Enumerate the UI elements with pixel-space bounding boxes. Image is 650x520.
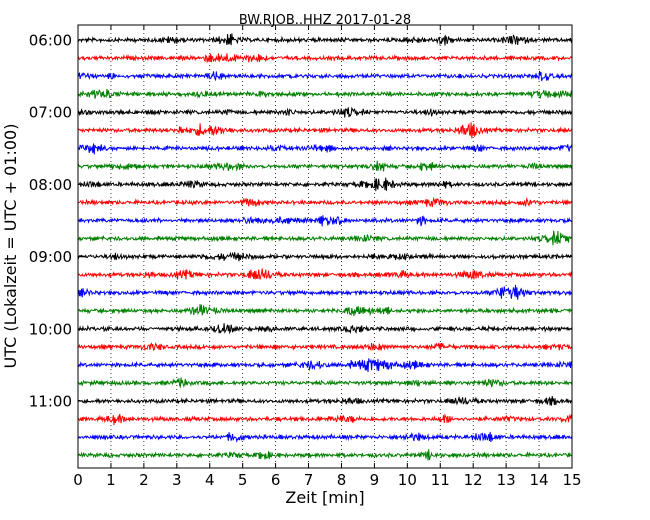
seismogram-traces	[77, 33, 573, 461]
trace-0715	[77, 122, 573, 139]
y-tick-label: 08:00	[29, 176, 72, 194]
x-tick-label: 3	[172, 471, 182, 489]
trace-0745	[77, 160, 573, 172]
x-tick-label: 6	[271, 471, 281, 489]
x-tick-label: 4	[205, 471, 215, 489]
x-tick-label: 2	[139, 471, 149, 489]
x-tick-label: 12	[464, 471, 483, 489]
y-tick-label: 09:00	[29, 248, 72, 266]
trace-1130	[77, 431, 573, 444]
trace-0915	[77, 268, 573, 281]
x-tick-label: 13	[497, 471, 516, 489]
trace-0615	[77, 53, 573, 63]
x-tick-label: 5	[238, 471, 248, 489]
x-tick-label: 1	[106, 471, 116, 489]
y-axis-label: UTC (Lokalzeit = UTC + 01:00)	[1, 124, 20, 369]
trace-0945	[77, 304, 573, 317]
x-tick-label: 9	[370, 471, 380, 489]
trace-0930	[77, 284, 573, 300]
trace-1030	[77, 358, 573, 373]
y-tick-label: 07:00	[29, 104, 72, 122]
trace-0830	[77, 215, 573, 227]
trace-1100	[77, 396, 573, 406]
trace-1000	[77, 323, 573, 335]
trace-0600	[77, 33, 573, 46]
trace-0645	[77, 89, 573, 100]
trace-1115	[77, 413, 573, 425]
y-tick-label: 10:00	[29, 320, 72, 338]
trace-0900	[77, 251, 573, 262]
trace-0815	[77, 196, 573, 208]
x-tick-label: 11	[431, 471, 450, 489]
trace-0845	[77, 230, 573, 246]
y-axis: 06:00 07:00 08:00 09:00 10:00 11:00	[29, 32, 572, 411]
x-tick-label: 14	[530, 471, 549, 489]
trace-1045	[77, 377, 573, 389]
x-tick-label: 10	[398, 471, 417, 489]
trace-0730	[77, 143, 573, 155]
x-tick-label: 7	[304, 471, 314, 489]
x-axis-label: Zeit [min]	[285, 488, 364, 507]
trace-0700	[77, 106, 573, 118]
trace-1145	[77, 449, 573, 461]
x-tick-label: 8	[337, 471, 347, 489]
trace-1015	[77, 342, 573, 352]
trace-0630	[77, 70, 573, 82]
x-tick-label: 0	[73, 471, 83, 489]
chart-title: BW.RJOB..HHZ 2017-01-28	[239, 13, 411, 28]
y-tick-label: 06:00	[29, 32, 72, 50]
x-tick-label: 15	[562, 471, 581, 489]
trace-0800	[77, 177, 573, 192]
x-axis: 0 1 2 3 4 5 6 7 8 9 10 11 12 13 14 15	[73, 25, 582, 489]
y-tick-label: 11:00	[29, 393, 72, 411]
plot-frame	[77, 24, 573, 469]
